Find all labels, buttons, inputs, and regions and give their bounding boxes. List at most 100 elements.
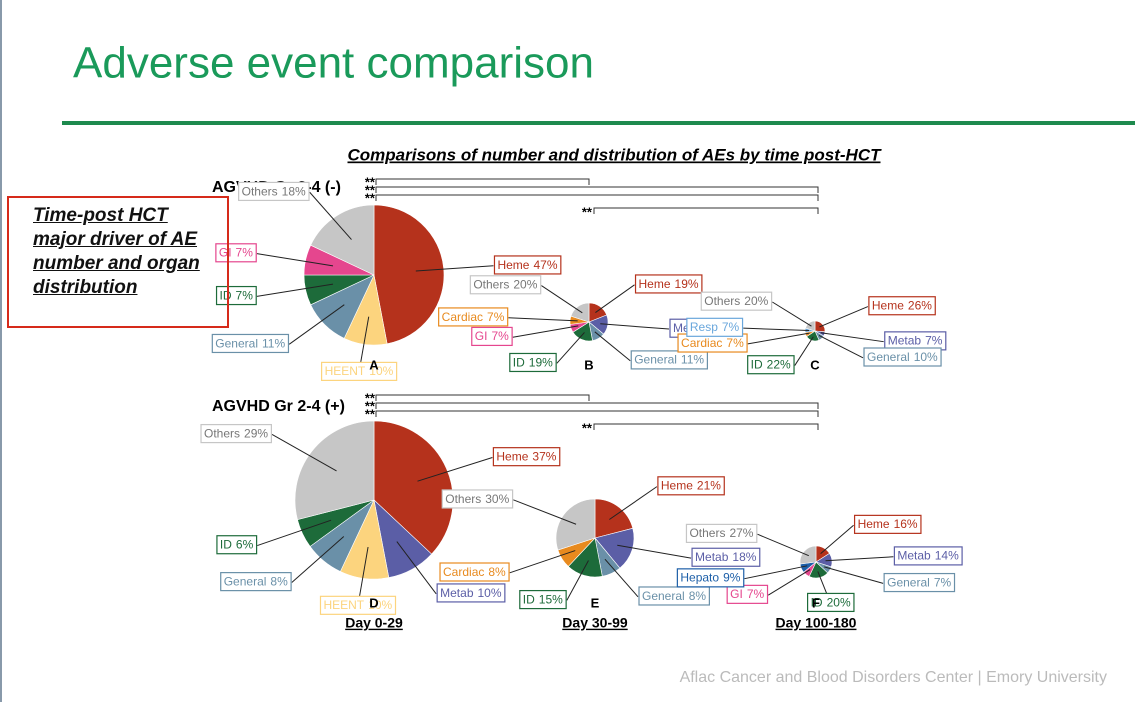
data-label: Resp 7%	[690, 320, 740, 334]
category-label: Metab	[897, 549, 931, 563]
category-label: Metab	[440, 586, 474, 600]
data-label: Others 20%	[704, 294, 768, 308]
leader-line	[767, 569, 811, 596]
pie	[303, 204, 445, 346]
data-label: Hepato 9%	[680, 571, 740, 585]
category-label: GI	[730, 587, 743, 601]
label-box	[726, 584, 769, 604]
bracket	[375, 410, 819, 417]
label-box	[509, 352, 557, 373]
label-box	[685, 523, 758, 543]
category-label: Others	[689, 526, 725, 540]
value-label: 20%	[513, 278, 537, 292]
value-label: 10%	[368, 598, 392, 612]
data-label: Metab 18%	[695, 550, 757, 564]
pie-slice	[570, 302, 590, 323]
data-label: General 8%	[224, 575, 288, 589]
data-label: Heme 26%	[872, 299, 932, 313]
data-label: General 11%	[215, 336, 285, 350]
label-box	[634, 274, 703, 294]
label-box	[211, 333, 290, 354]
category-label: Heme	[661, 479, 693, 493]
bracket	[375, 402, 819, 409]
value-label: 11%	[681, 353, 704, 367]
value-label: 18%	[732, 550, 756, 564]
category-label: Metab	[888, 334, 922, 348]
leader-line	[772, 301, 812, 327]
pie-title: E	[591, 595, 600, 610]
data-label: General 10%	[867, 350, 938, 364]
pie-slice	[373, 204, 445, 345]
pie-slice	[310, 204, 375, 276]
data-label: ID 6%	[220, 538, 254, 552]
value-label: 14%	[935, 549, 959, 563]
label-box	[676, 568, 745, 588]
value-label: 7%	[236, 289, 254, 303]
label-box	[493, 255, 562, 275]
category-label: Metab	[695, 550, 729, 564]
pie-title: A	[369, 357, 379, 372]
pie-title: B	[584, 357, 593, 372]
label-box	[853, 514, 922, 534]
value-label: 7%	[487, 310, 505, 324]
value-label: 8%	[270, 575, 288, 589]
leader-line	[747, 332, 810, 345]
leader-line	[508, 317, 578, 322]
label-box	[216, 535, 258, 555]
significance-label: **	[365, 398, 376, 413]
leader-line	[609, 486, 658, 520]
category-label: Resp	[690, 320, 718, 334]
value-label: 7%	[722, 320, 740, 334]
leader-line	[744, 565, 808, 580]
category-label: General	[215, 336, 258, 350]
label-box	[319, 595, 397, 615]
value-label: 7%	[491, 329, 509, 343]
data-label: Heme 19%	[639, 277, 699, 291]
category-label: ID	[513, 355, 525, 369]
label-box	[691, 547, 761, 567]
leader-line	[288, 304, 345, 345]
value-label: 19%	[529, 355, 553, 369]
leader-line	[513, 499, 577, 525]
category-label: Others	[445, 492, 481, 506]
value-label: 7%	[934, 576, 952, 590]
category-label: General	[887, 576, 930, 590]
significance-label: **	[365, 174, 376, 189]
category-label: Others	[704, 294, 740, 308]
value-label: 10%	[369, 364, 393, 378]
leader-line	[825, 556, 894, 562]
category-label: ID	[220, 538, 232, 552]
pie-labels: Heme 16% Metab 14% General 7% ID 20% GI 7% Hepato 9…	[676, 514, 963, 613]
label-box	[471, 326, 513, 347]
data-label: Others 29%	[204, 427, 268, 441]
value-label: 22%	[767, 358, 791, 372]
value-label: 7%	[925, 334, 943, 348]
category-label: General	[642, 589, 685, 603]
leader-line	[819, 306, 869, 328]
leader-line	[256, 283, 334, 297]
data-label: General 11%	[634, 353, 704, 367]
value-label: 18%	[282, 184, 306, 198]
leader-line	[743, 327, 810, 332]
significance-label: **	[365, 190, 376, 205]
callout-box: Time-post HCT major driver of AE number …	[7, 196, 229, 328]
label-box	[519, 589, 567, 610]
value-label: 10%	[478, 586, 502, 600]
label-box	[441, 489, 514, 509]
category-label: Others	[242, 184, 278, 198]
slide-title: Adverse event comparison	[73, 39, 594, 88]
label-box	[200, 423, 272, 444]
category-label: HEENT	[325, 364, 366, 378]
category-label: Heme	[497, 258, 529, 272]
significance-label: **	[365, 182, 376, 197]
pie-title: C	[810, 357, 820, 372]
category-label: Heme	[639, 277, 671, 291]
pie-labels: Heme 47%HEENT 10%General 11%ID 7%GI 7%Others 1…	[211, 181, 562, 381]
data-label: HEENT 10%	[323, 598, 392, 612]
leader-line	[824, 566, 884, 584]
label-box	[439, 562, 510, 582]
significance-label: **	[582, 204, 593, 219]
value-label: 47%	[533, 258, 557, 272]
label-box	[868, 296, 936, 316]
pie-title: F	[812, 595, 820, 610]
